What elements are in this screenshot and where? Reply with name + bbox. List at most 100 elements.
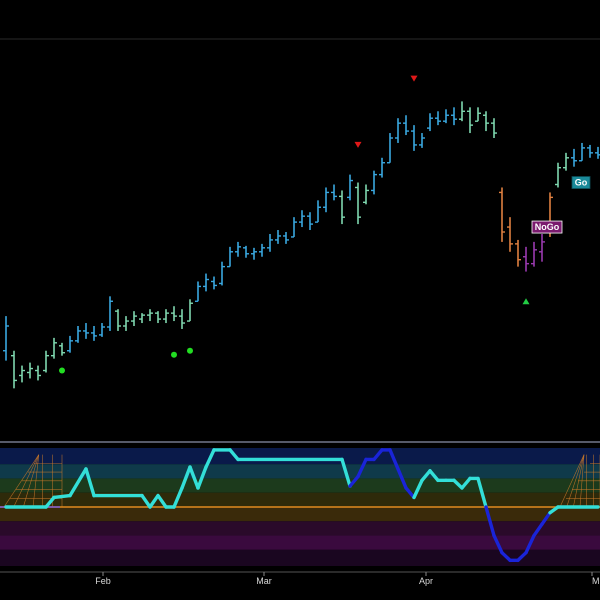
price-bar <box>491 118 497 138</box>
price-panel: NoGo Go <box>3 75 600 389</box>
x-tick-label-may: M <box>592 576 600 586</box>
oscillator-segment <box>500 550 512 562</box>
oscillator-segment <box>460 476 472 490</box>
oscillator-segment <box>452 478 464 490</box>
price-bar <box>347 174 353 201</box>
oscillator-segment <box>388 448 400 471</box>
price-bar <box>35 365 41 381</box>
oscillator-band <box>0 507 600 522</box>
oscillator-segment <box>156 493 168 509</box>
lattice-line <box>3 454 40 508</box>
price-bar <box>291 217 297 238</box>
price-bar <box>99 323 105 337</box>
price-bar <box>307 212 313 231</box>
oscillator-segment <box>524 533 536 555</box>
price-bar <box>107 296 113 331</box>
price-bar <box>443 109 449 124</box>
signal-tag-box <box>531 220 563 234</box>
price-bar <box>235 241 241 257</box>
nogo-triangle-marker <box>354 141 362 148</box>
price-bar <box>19 365 25 383</box>
oscillator-segment <box>396 467 408 490</box>
oscillator-segment <box>404 486 416 500</box>
x-axis: Feb Mar Apr M <box>95 572 600 586</box>
price-bar <box>203 273 209 292</box>
price-bar <box>67 335 73 353</box>
oscillator-band <box>0 549 600 566</box>
price-bar <box>27 362 33 379</box>
price-bar <box>387 133 393 164</box>
x-tick-label-apr: Apr <box>419 576 433 586</box>
price-bar <box>259 243 265 257</box>
price-bar <box>59 342 65 356</box>
price-bar <box>595 146 600 159</box>
go-triangle-marker <box>522 298 530 305</box>
oscillator-segment <box>52 493 72 500</box>
price-bar <box>459 101 465 122</box>
price-bar <box>507 217 513 252</box>
lattice-line <box>559 454 585 508</box>
signal-tag-label: Go <box>575 178 588 188</box>
price-bar <box>483 111 489 132</box>
oscillator-segment <box>540 511 552 526</box>
oscillator-band <box>0 492 600 507</box>
oscillator-segment <box>340 457 352 488</box>
price-bar <box>403 115 409 136</box>
price-bar <box>499 187 505 242</box>
oscillator-segment <box>84 467 96 498</box>
oscillator-segment <box>420 469 432 483</box>
lattice-line <box>566 454 585 508</box>
price-bar <box>323 187 329 213</box>
oscillator-panel <box>0 448 600 566</box>
oscillator-band <box>0 521 600 536</box>
x-tick-label-feb: Feb <box>95 576 111 586</box>
oscillator-band <box>0 448 600 465</box>
oscillator-band <box>0 535 600 550</box>
oscillator-segment <box>492 533 504 555</box>
price-bar <box>571 148 577 167</box>
price-bar <box>3 316 9 361</box>
price-bar <box>163 309 169 324</box>
lattice-line <box>13 454 40 508</box>
oscillator-segment <box>532 522 544 538</box>
x-tick-label-mar: Mar <box>256 576 272 586</box>
lattice-line <box>573 454 585 508</box>
price-bar <box>339 190 345 225</box>
price-bar <box>515 239 521 267</box>
price-bar <box>379 157 385 178</box>
oscillator-segment <box>68 467 88 498</box>
signal-tag-label: NoGo <box>535 222 560 232</box>
signal-tag-go: Go <box>571 176 591 189</box>
price-bar <box>363 184 369 205</box>
price-bar <box>355 182 361 225</box>
price-bar <box>187 299 193 322</box>
oscillator-segment <box>356 457 368 479</box>
price-bar <box>299 210 305 228</box>
price-bar <box>451 107 457 126</box>
oscillator-segment <box>140 493 152 509</box>
go-dot-marker <box>171 351 177 358</box>
oscillator-segment <box>180 465 192 490</box>
signal-tag-nogo: NoGo <box>531 220 563 234</box>
price-bar <box>395 118 401 143</box>
oscillator-segment <box>372 448 384 462</box>
oscillator-segment <box>516 550 528 562</box>
oscillator-segment <box>188 465 200 490</box>
price-bar <box>531 241 537 267</box>
oscillator-segment <box>148 493 160 509</box>
price-bar <box>475 107 481 122</box>
price-bar <box>43 350 49 373</box>
oscillator-segment <box>172 486 184 509</box>
price-bar <box>139 313 145 324</box>
price-bar <box>227 246 233 268</box>
price-bar <box>331 184 337 201</box>
price-bar <box>83 323 89 339</box>
lattice-line <box>32 454 40 508</box>
oscillator-segment <box>476 476 488 509</box>
price-bar <box>555 162 561 188</box>
price-bar <box>539 233 545 262</box>
price-bar <box>211 276 217 290</box>
price-bar <box>123 316 129 331</box>
price-bar <box>75 326 81 343</box>
